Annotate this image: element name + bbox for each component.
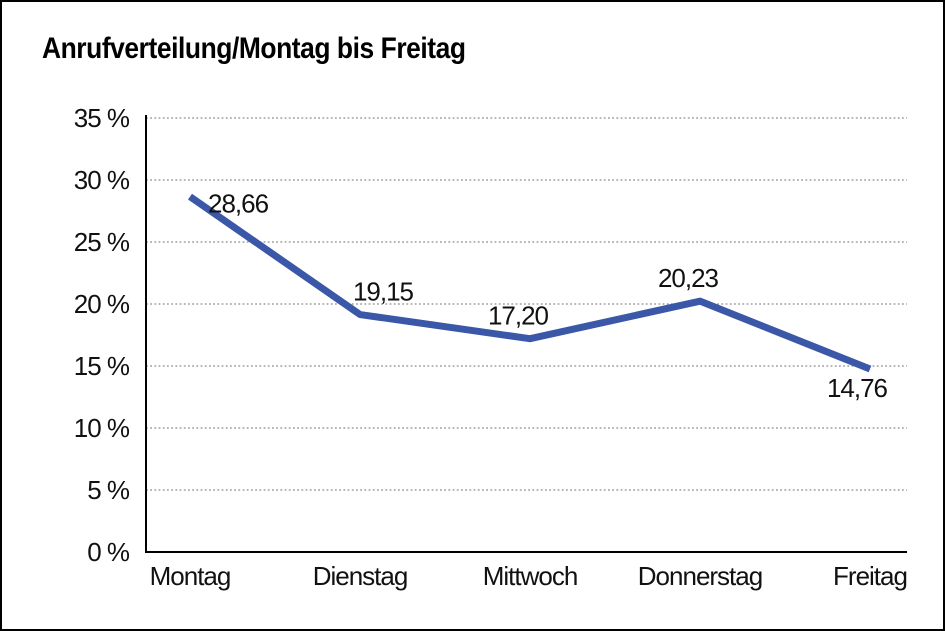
y-tick-label: 20 % [74, 289, 130, 319]
x-axis-label: Montag [150, 561, 231, 591]
y-tick-label: 0 % [87, 537, 130, 567]
data-label: 28,66 [208, 189, 269, 219]
data-label: 14,76 [827, 373, 888, 403]
y-tick-label: 15 % [74, 351, 130, 381]
data-series-line [188, 193, 872, 373]
y-tick-label: 25 % [74, 227, 130, 257]
chart-title: Anrufverteilung/Montag bis Freitag [42, 32, 466, 65]
data-label: 17,20 [488, 301, 549, 331]
x-axis-label: Donnerstag [638, 561, 762, 591]
y-tick-label: 35 % [74, 103, 130, 133]
x-axis-label: Freitag [833, 561, 907, 591]
x-axis-label: Dienstag [313, 561, 408, 591]
data-label: 19,15 [353, 277, 414, 307]
y-tick-label: 30 % [74, 165, 130, 195]
data-label: 20,23 [658, 263, 719, 293]
x-axis-label: Mittwoch [483, 561, 578, 591]
y-tick-label: 10 % [74, 413, 130, 443]
y-tick-label: 5 % [87, 475, 130, 505]
